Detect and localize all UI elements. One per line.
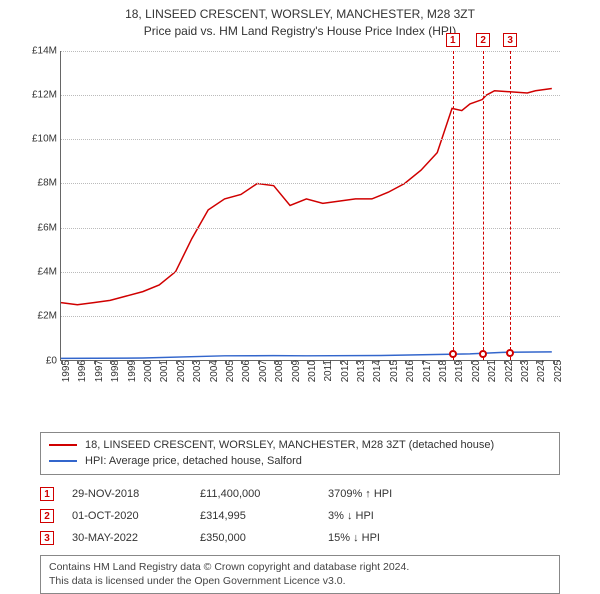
plot-area: £0£2M£4M£6M£8M£10M£12M£14M19951996199719…: [60, 51, 560, 361]
x-axis-label: 1995: [57, 360, 72, 382]
transaction-date: 30-MAY-2022: [72, 532, 182, 544]
y-gridline: [61, 51, 560, 52]
marker-box-3: 3: [503, 33, 517, 47]
x-axis-label: 1999: [123, 360, 138, 382]
x-axis-label: 2004: [205, 360, 220, 382]
x-axis-label: 2003: [188, 360, 203, 382]
y-gridline: [61, 183, 560, 184]
y-axis-label: £2M: [38, 311, 61, 322]
x-axis-label: 1996: [73, 360, 88, 382]
transaction-date: 01-OCT-2020: [72, 510, 182, 522]
y-gridline: [61, 95, 560, 96]
marker-vline-1: [453, 51, 454, 360]
marker-vline-3: [510, 51, 511, 360]
marker-vline-2: [483, 51, 484, 360]
legend-row: 18, LINSEED CRESCENT, WORSLEY, MANCHESTE…: [49, 437, 551, 454]
x-axis-label: 2011: [319, 360, 334, 382]
marker-dot-1: [449, 350, 457, 358]
x-axis-label: 2010: [303, 360, 318, 382]
transaction-id-box: 2: [40, 509, 54, 523]
footer-line-1: Contains HM Land Registry data © Crown c…: [49, 560, 551, 575]
x-axis-label: 2007: [254, 360, 269, 382]
transaction-price: £314,995: [200, 510, 310, 522]
y-gridline: [61, 139, 560, 140]
legend-swatch: [49, 444, 77, 446]
x-axis-label: 1998: [106, 360, 121, 382]
x-axis-label: 2019: [450, 360, 465, 382]
x-axis-label: 2012: [336, 360, 351, 382]
legend-label: 18, LINSEED CRESCENT, WORSLEY, MANCHESTE…: [85, 437, 494, 454]
legend-box: 18, LINSEED CRESCENT, WORSLEY, MANCHESTE…: [40, 432, 560, 475]
transaction-row: 1 29-NOV-2018 £11,400,000 3709% ↑ HPI: [40, 483, 560, 505]
transaction-date: 29-NOV-2018: [72, 488, 182, 500]
x-axis-label: 2005: [221, 360, 236, 382]
legend-label: HPI: Average price, detached house, Salf…: [85, 453, 302, 470]
y-axis-label: £12M: [32, 89, 61, 100]
marker-box-1: 1: [446, 33, 460, 47]
footer-line-2: This data is licensed under the Open Gov…: [49, 574, 551, 589]
y-axis-label: £6M: [38, 222, 61, 233]
transactions-table: 1 29-NOV-2018 £11,400,000 3709% ↑ HPI 2 01-OC…: [40, 483, 560, 549]
footer-attribution: Contains HM Land Registry data © Crown c…: [40, 555, 560, 594]
x-axis-label: 2000: [139, 360, 154, 382]
chart-lines: [61, 51, 560, 360]
x-axis-label: 2025: [549, 360, 564, 382]
y-axis-label: £14M: [32, 45, 61, 56]
x-axis-label: 2023: [516, 360, 531, 382]
transaction-id-box: 1: [40, 487, 54, 501]
x-axis-label: 2022: [500, 360, 515, 382]
x-axis-label: 2006: [237, 360, 252, 382]
transaction-id-box: 3: [40, 531, 54, 545]
legend-row: HPI: Average price, detached house, Salf…: [49, 453, 551, 470]
title-line-1: 18, LINSEED CRESCENT, WORSLEY, MANCHESTE…: [0, 6, 600, 23]
transaction-pct: 3% ↓ HPI: [328, 510, 458, 522]
legend-swatch: [49, 460, 77, 462]
transaction-price: £11,400,000: [200, 488, 310, 500]
y-axis-label: £8M: [38, 178, 61, 189]
y-gridline: [61, 228, 560, 229]
y-axis-label: £4M: [38, 267, 61, 278]
x-axis-label: 2001: [155, 360, 170, 382]
x-axis-label: 2021: [483, 360, 498, 382]
transaction-pct: 3709% ↑ HPI: [328, 488, 458, 500]
marker-box-2: 2: [476, 33, 490, 47]
transaction-price: £350,000: [200, 532, 310, 544]
x-axis-label: 2015: [385, 360, 400, 382]
x-axis-label: 2018: [434, 360, 449, 382]
x-axis-label: 2016: [401, 360, 416, 382]
marker-dot-3: [506, 349, 514, 357]
y-gridline: [61, 272, 560, 273]
x-axis-label: 2009: [287, 360, 302, 382]
transaction-row: 2 01-OCT-2020 £314,995 3% ↓ HPI: [40, 505, 560, 527]
x-axis-label: 2014: [368, 360, 383, 382]
transaction-row: 3 30-MAY-2022 £350,000 15% ↓ HPI: [40, 527, 560, 549]
x-axis-label: 2024: [532, 360, 547, 382]
x-axis-label: 2020: [467, 360, 482, 382]
x-axis-label: 2017: [418, 360, 433, 382]
transaction-pct: 15% ↓ HPI: [328, 532, 458, 544]
y-gridline: [61, 316, 560, 317]
x-axis-label: 1997: [90, 360, 105, 382]
x-axis-label: 2008: [270, 360, 285, 382]
x-axis-label: 2002: [172, 360, 187, 382]
chart-container: £0£2M£4M£6M£8M£10M£12M£14M19951996199719…: [20, 46, 580, 396]
x-axis-label: 2013: [352, 360, 367, 382]
marker-dot-2: [479, 350, 487, 358]
y-axis-label: £10M: [32, 134, 61, 145]
